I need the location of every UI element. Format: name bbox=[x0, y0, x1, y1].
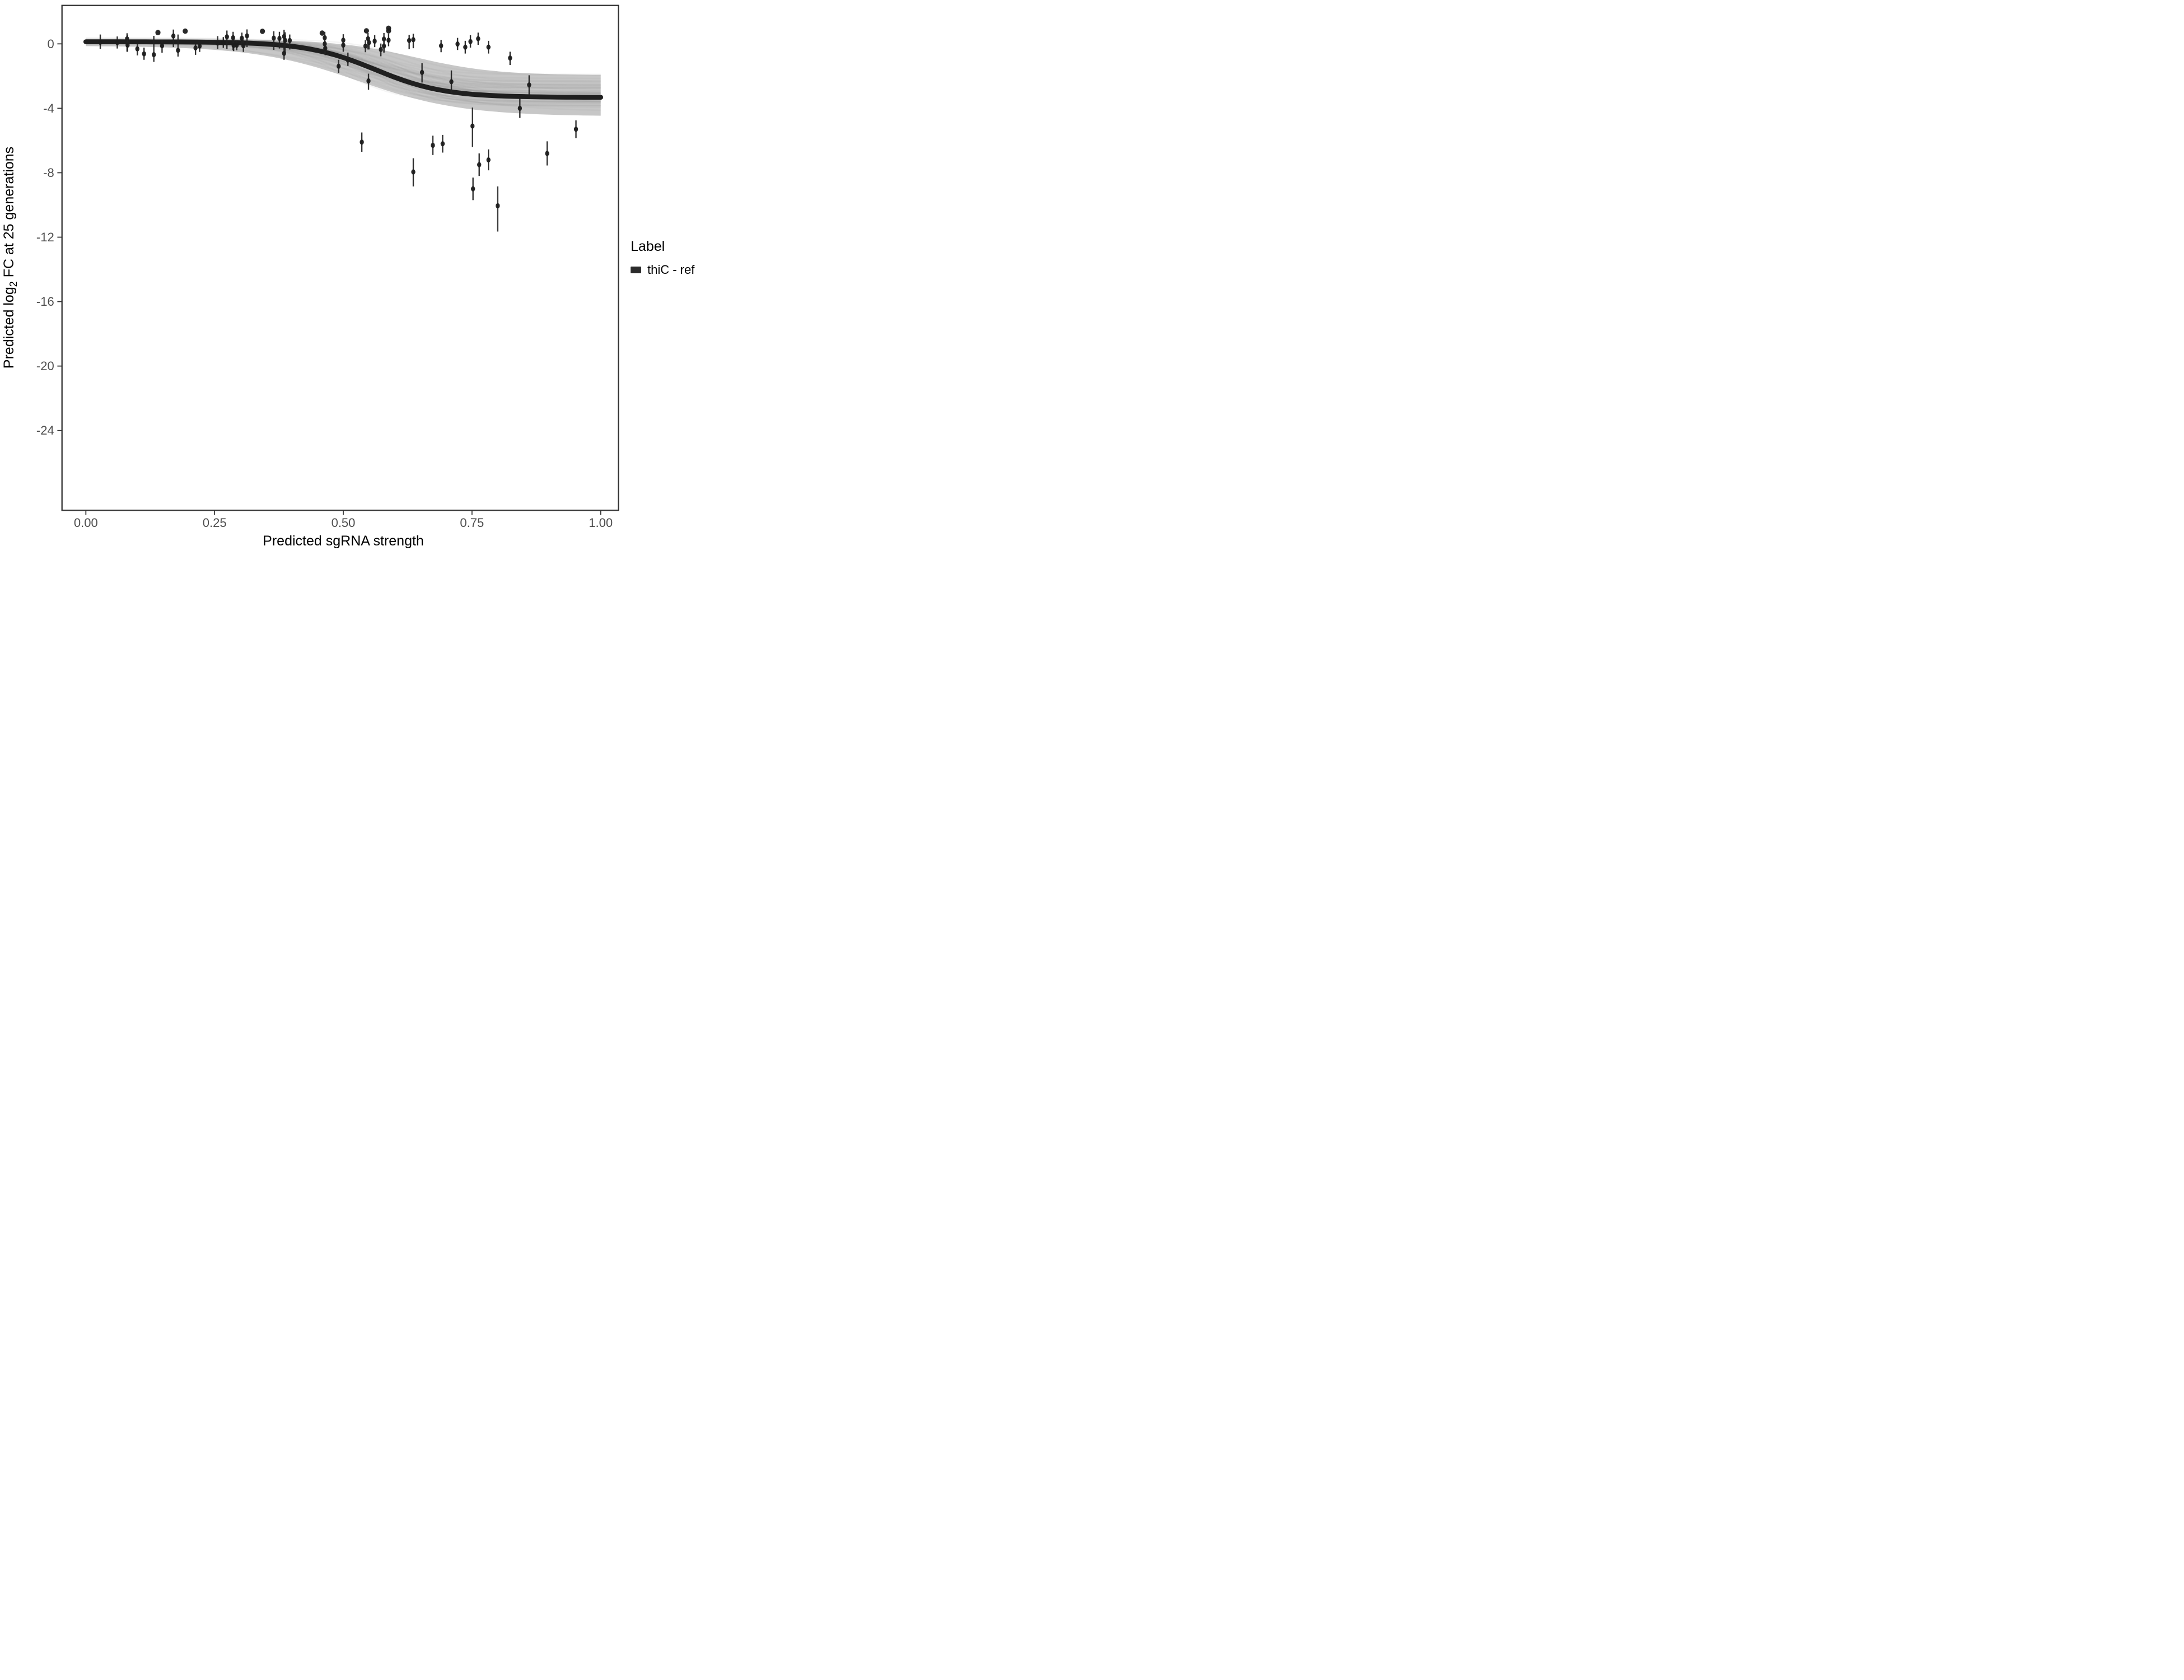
y-tick-label: 0 bbox=[47, 37, 54, 51]
data-point bbox=[176, 48, 180, 53]
legend-key-thiC-ref bbox=[631, 267, 641, 273]
data-point bbox=[440, 141, 445, 147]
data-point bbox=[277, 35, 282, 41]
x-tick-label: 0.25 bbox=[203, 516, 227, 530]
data-point bbox=[386, 28, 391, 34]
data-point bbox=[360, 139, 364, 145]
data-point bbox=[463, 44, 468, 50]
data-point bbox=[287, 38, 292, 43]
data-point bbox=[486, 157, 491, 163]
data-point bbox=[573, 127, 578, 132]
data-point bbox=[381, 43, 386, 49]
data-point bbox=[231, 43, 236, 48]
figure: 0.00 0.25 0.50 0.75 1.00 0 -4 -8 -12 -16 -20 -24 Pr… bbox=[0, 0, 728, 560]
y-tick-label: -8 bbox=[43, 166, 54, 180]
data-point bbox=[142, 51, 146, 57]
fit-curve-group bbox=[83, 39, 604, 100]
data-point bbox=[323, 45, 328, 51]
data-point bbox=[455, 41, 460, 47]
data-point bbox=[470, 186, 475, 192]
data-point bbox=[508, 55, 512, 61]
sgRNA-dose-response-chart: 0.00 0.25 0.50 0.75 1.00 0 -4 -8 -12 -16 -20 -24 Pr… bbox=[1, 4, 695, 549]
fit-curve-thiC-ref bbox=[83, 39, 604, 100]
data-point bbox=[449, 79, 454, 85]
data-point bbox=[215, 40, 220, 46]
data-points-group bbox=[98, 25, 578, 232]
x-tick-label: 1.00 bbox=[589, 516, 613, 530]
legend-entry-thiC-ref: thiC - ref bbox=[647, 263, 695, 277]
data-point bbox=[517, 105, 522, 111]
data-point bbox=[240, 35, 244, 41]
y-axis-title-subscript: 2 bbox=[8, 281, 19, 287]
data-point bbox=[476, 36, 480, 41]
data-point bbox=[135, 46, 139, 52]
data-point bbox=[486, 44, 491, 50]
data-point bbox=[386, 38, 391, 43]
data-point bbox=[183, 28, 188, 34]
data-point bbox=[337, 63, 341, 69]
data-point bbox=[155, 30, 161, 35]
data-point bbox=[98, 39, 102, 45]
data-point bbox=[438, 43, 444, 49]
data-point bbox=[363, 28, 369, 34]
y-axis-title-pre: Predicted log bbox=[1, 287, 17, 368]
data-point bbox=[411, 169, 416, 175]
data-point bbox=[125, 43, 130, 48]
data-point bbox=[245, 33, 249, 39]
y-axis-title: Predicted log2 FC at 25 generations bbox=[1, 147, 19, 368]
data-point bbox=[160, 43, 165, 49]
data-point bbox=[431, 142, 435, 148]
y-tick-label: -24 bbox=[36, 423, 54, 437]
data-point bbox=[151, 52, 156, 58]
data-point bbox=[470, 123, 475, 129]
data-point bbox=[367, 40, 371, 45]
data-point bbox=[477, 162, 482, 167]
data-point bbox=[197, 43, 202, 49]
data-point bbox=[411, 37, 416, 43]
panel-border bbox=[61, 4, 619, 511]
y-tick-label: -16 bbox=[36, 295, 54, 309]
data-point bbox=[225, 34, 229, 40]
data-point bbox=[260, 29, 265, 34]
data-point bbox=[319, 30, 325, 36]
data-point bbox=[346, 57, 350, 63]
data-point bbox=[366, 78, 371, 84]
data-point bbox=[272, 35, 276, 41]
y-axis-title-post: FC at 25 generations bbox=[1, 147, 17, 281]
data-point bbox=[407, 38, 412, 43]
data-point bbox=[241, 43, 246, 49]
x-tick-label: 0.00 bbox=[74, 516, 98, 530]
y-tick-label: -20 bbox=[36, 359, 54, 373]
data-point bbox=[545, 151, 549, 156]
x-axis-title: Predicted sgRNA strength bbox=[263, 533, 424, 549]
y-tick-label: -12 bbox=[36, 230, 54, 244]
data-point bbox=[363, 43, 368, 49]
data-point bbox=[341, 43, 346, 48]
data-point bbox=[283, 38, 287, 43]
data-point bbox=[527, 82, 531, 88]
x-tick-label: 0.50 bbox=[332, 516, 356, 530]
legend: Label thiC - ref bbox=[631, 239, 695, 277]
data-point bbox=[372, 38, 377, 44]
legend-title: Label bbox=[631, 239, 665, 254]
data-point bbox=[468, 39, 473, 44]
data-point bbox=[221, 40, 226, 45]
axes: 0.00 0.25 0.50 0.75 1.00 0 -4 -8 -12 -16 -20 -24 bbox=[36, 37, 613, 530]
y-tick-label: -4 bbox=[43, 101, 54, 115]
data-point bbox=[193, 45, 198, 51]
data-point bbox=[282, 50, 286, 56]
data-point bbox=[171, 33, 176, 39]
x-tick-label: 0.75 bbox=[460, 516, 484, 530]
data-point bbox=[115, 40, 120, 45]
data-point bbox=[234, 43, 239, 48]
data-point bbox=[231, 35, 235, 40]
data-point bbox=[419, 69, 424, 75]
data-point bbox=[379, 46, 383, 52]
data-point bbox=[496, 203, 500, 209]
